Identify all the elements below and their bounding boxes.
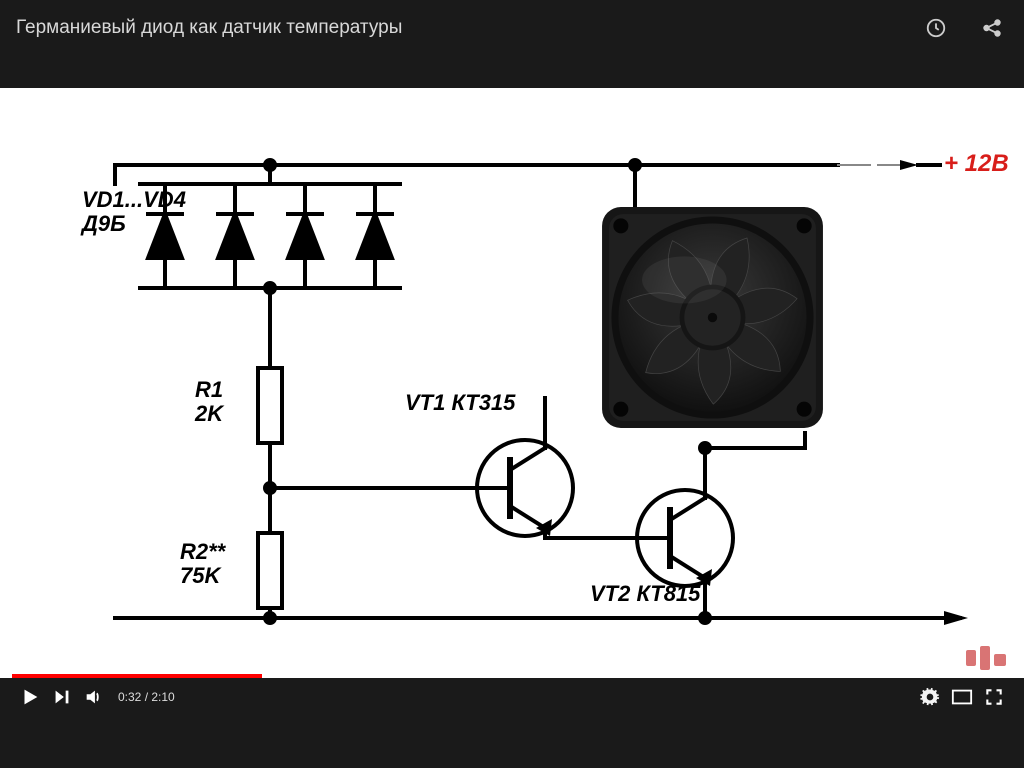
video-frame: VD1...VD4 Д9Б R1 2K R2** 75K VT1 КТ315 V… [0, 88, 1024, 678]
circuit-schematic: VD1...VD4 Д9Б R1 2K R2** 75K VT1 КТ315 V… [0, 88, 1024, 678]
time-display: 0:32 / 2:10 [118, 690, 175, 704]
total-time: 2:10 [151, 690, 174, 704]
fan-image [595, 200, 830, 435]
player-controls: 0:32 / 2:10 [0, 678, 1024, 716]
theater-button[interactable] [946, 681, 978, 713]
video-title: Германиевый диод как датчик температуры [16, 17, 920, 39]
label-diodes: VD1...VD4 Д9Б [82, 188, 186, 236]
label-vt2: VT2 КТ815 [590, 582, 700, 606]
label-vt1: VT1 КТ315 [405, 391, 515, 415]
label-r2: R2** 75K [180, 540, 225, 588]
schematic-svg [0, 88, 1024, 678]
volume-button[interactable] [78, 681, 110, 713]
watch-later-icon[interactable] [920, 12, 952, 44]
fullscreen-button[interactable] [978, 681, 1010, 713]
next-button[interactable] [46, 681, 78, 713]
share-icon[interactable] [976, 12, 1008, 44]
label-voltage: + 12В [944, 150, 1009, 178]
video-header: Германиевый диод как датчик температуры [0, 0, 1024, 56]
header-actions [920, 12, 1008, 44]
video-player[interactable]: VD1...VD4 Д9Б R1 2K R2** 75K VT1 КТ315 V… [0, 56, 1024, 716]
settings-button[interactable] [914, 681, 946, 713]
watermark-icon [964, 644, 1010, 672]
current-time: 0:32 [118, 690, 141, 704]
label-r1: R1 2K [195, 378, 223, 426]
play-button[interactable] [14, 681, 46, 713]
